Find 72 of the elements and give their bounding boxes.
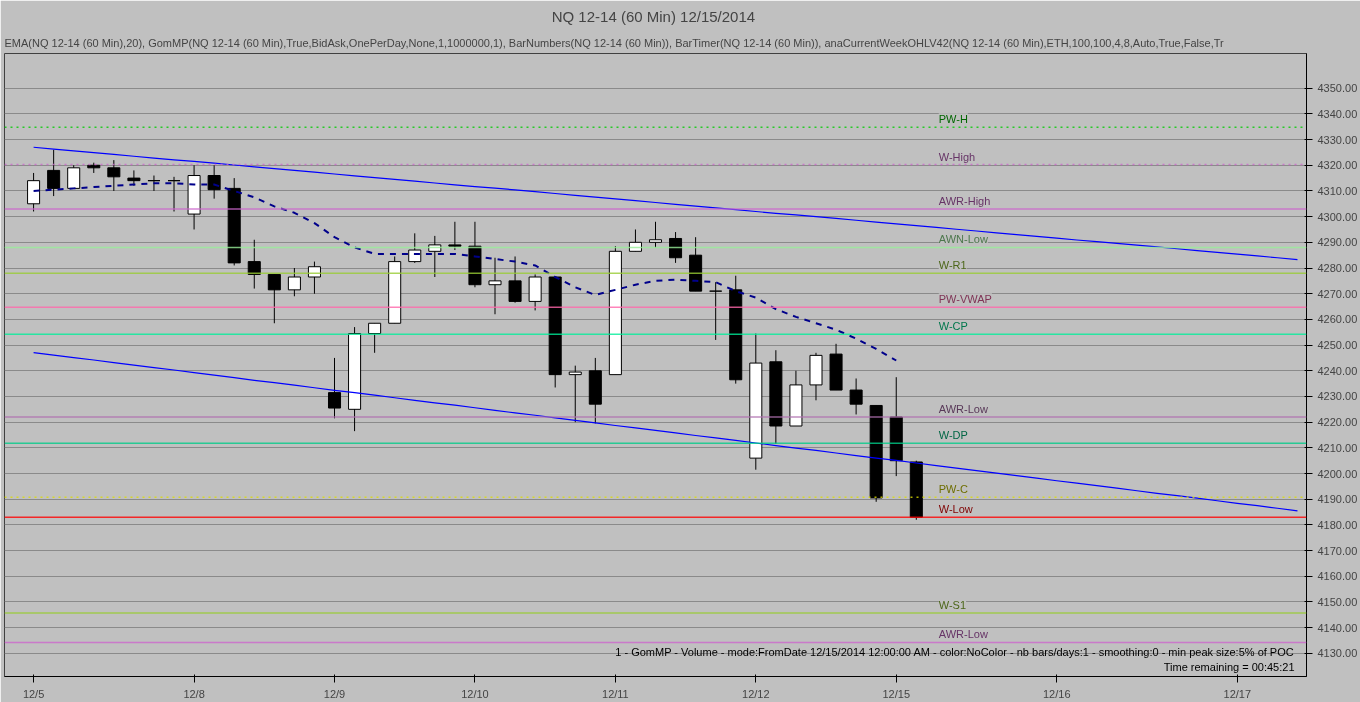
x-tick-label: 12/17 bbox=[1223, 687, 1252, 700]
ref-line-label: PW-C bbox=[938, 483, 968, 496]
y-tick-label: 4340.00 bbox=[1317, 107, 1358, 120]
candlestick bbox=[628, 228, 642, 252]
y-tick-label: 4310.00 bbox=[1317, 184, 1358, 197]
y-tick-label: 4180.00 bbox=[1317, 518, 1358, 531]
x-tick-label: 12/12 bbox=[742, 687, 770, 700]
ref-line-label: W-S1 bbox=[938, 598, 967, 611]
text: EMA(NQ 12-14 (60 Min),20), GomMP(NQ 12-14 (60 Min),True,BidAsk,OnePerDay,None,1,1000000,1), BarNumbers(NQ 12-14 (60 Min)), BarTimer(NQ 12-14 (60 Min)), anaCurrentWeekOHLV42(NQ 12-14 (60 Min),ETH,100,100,4,8,Auto,True,False,Tr bbox=[4, 36, 1225, 49]
x-tick-label: 12/16 bbox=[1042, 687, 1071, 700]
line-series bbox=[32, 146, 1299, 261]
ref-line-label: W-High bbox=[938, 150, 976, 163]
y-tick-label: 4260.00 bbox=[1317, 313, 1358, 326]
candlestick bbox=[267, 273, 281, 324]
y-tick-label: 4240.00 bbox=[1317, 364, 1358, 377]
y-tick-label: 4200.00 bbox=[1317, 467, 1358, 480]
candlestick bbox=[428, 235, 442, 278]
y-tick-label: 4210.00 bbox=[1317, 441, 1358, 454]
y-tick-label: 4160.00 bbox=[1317, 570, 1358, 583]
y-tick-label: 4190.00 bbox=[1317, 493, 1358, 506]
candlestick bbox=[669, 231, 683, 264]
y-tick-label: 4230.00 bbox=[1317, 390, 1358, 403]
annotation: 1 - GomMP - Volume - mode:FromDate 12/15/2014 12:00:00 AM - color:NoColor - nb bars/days:1 - smoothing:0 - min peak size:5% of POC bbox=[615, 645, 1294, 658]
candlestick bbox=[849, 377, 863, 415]
candlestick bbox=[508, 255, 522, 304]
y-tick-label: 4130.00 bbox=[1317, 647, 1358, 660]
x-tick-label: 12/10 bbox=[461, 687, 489, 700]
ref-line-label: PW-VWAP bbox=[938, 293, 992, 306]
candlestick bbox=[127, 169, 141, 187]
y-tick-label: 4270.00 bbox=[1317, 287, 1358, 300]
candlestick bbox=[328, 357, 342, 419]
ref-line-label: W-Low bbox=[938, 503, 973, 516]
candlestick bbox=[27, 172, 41, 212]
ref-line-label: AWN-Low bbox=[938, 233, 988, 246]
x-tick-label: 12/8 bbox=[183, 687, 205, 700]
candlestick bbox=[287, 267, 301, 297]
candlestick bbox=[207, 164, 221, 200]
candlestick bbox=[648, 221, 663, 248]
y-tick-label: 4330.00 bbox=[1317, 133, 1358, 146]
y-tick-label: 4280.00 bbox=[1317, 262, 1358, 275]
x-tick-label: 12/9 bbox=[323, 687, 346, 700]
y-tick-label: 4150.00 bbox=[1317, 596, 1358, 608]
candlestick bbox=[147, 175, 161, 192]
candlestick bbox=[167, 176, 181, 212]
y-tick-label: 4290.00 bbox=[1317, 236, 1358, 249]
y-tick-label: 4320.00 bbox=[1317, 159, 1358, 172]
candlestick bbox=[568, 365, 582, 423]
candlestick bbox=[709, 281, 723, 341]
y-tick-label: 4350.00 bbox=[1317, 82, 1358, 95]
annotation: Time remaining = 00:45:21 bbox=[1163, 660, 1295, 673]
line-series bbox=[32, 351, 1299, 512]
ref-line-label: AWR-Low bbox=[938, 403, 988, 416]
ref-line-label: PW-H bbox=[938, 113, 968, 126]
ref-line-label: W-R1 bbox=[938, 259, 967, 272]
x-tick-label: 12/15 bbox=[882, 687, 911, 700]
candlestick bbox=[47, 149, 61, 197]
y-tick-label: 4220.00 bbox=[1317, 416, 1358, 429]
candlestick bbox=[107, 159, 121, 192]
y-tick-label: 4170.00 bbox=[1317, 544, 1358, 557]
ref-line-label: AWR-Low bbox=[938, 628, 988, 641]
ref-line-label: AWR-High bbox=[938, 194, 991, 207]
chart-title: NQ 12-14 (60 Min) 12/15/2014 bbox=[551, 7, 756, 25]
candlestick bbox=[448, 221, 462, 251]
y-tick-label: 4140.00 bbox=[1317, 621, 1358, 634]
x-tick-label: 12/11 bbox=[602, 687, 629, 700]
x-tick-label: 12/5 bbox=[22, 687, 45, 700]
ref-line-label: W-CP bbox=[938, 320, 968, 333]
ref-line-label: W-DP bbox=[938, 429, 968, 442]
candlestick bbox=[488, 257, 502, 315]
y-tick-label: 4300.00 bbox=[1317, 210, 1358, 223]
y-tick-label: 4250.00 bbox=[1317, 339, 1358, 352]
candlestick bbox=[408, 232, 422, 264]
